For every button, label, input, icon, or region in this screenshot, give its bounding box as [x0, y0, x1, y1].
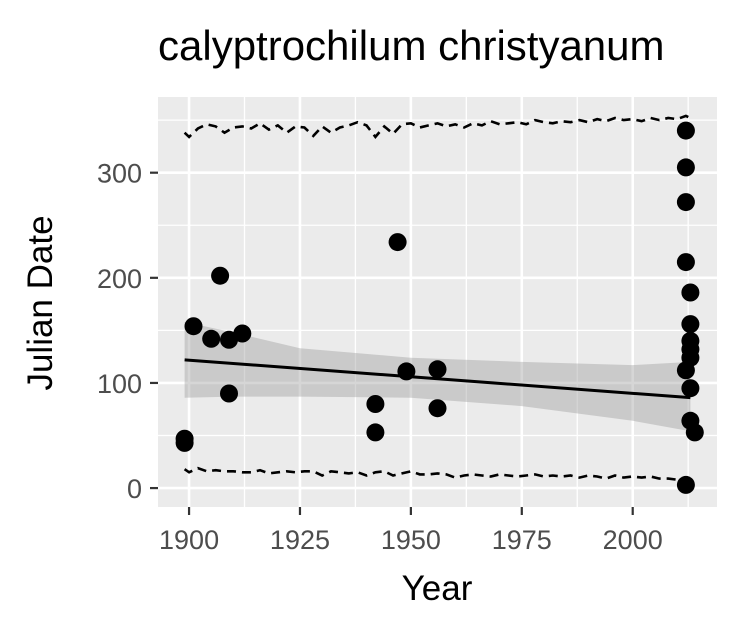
data-point [681, 379, 700, 398]
lower-bound-line [183, 466, 691, 484]
data-point [428, 360, 447, 379]
data-point [676, 121, 695, 140]
data-point [681, 283, 700, 302]
axis-tick-labels: 1900 1925 1950 1975 2000 0 100 200 300 [97, 159, 663, 555]
data-point [202, 329, 221, 348]
data-point [397, 362, 416, 381]
y-tick-label: 200 [97, 264, 142, 294]
y-tick-label: 0 [127, 474, 142, 504]
data-point [681, 315, 700, 334]
chart-title: calyptrochilum christyanum [158, 22, 665, 69]
x-tick-label: 1900 [159, 525, 219, 555]
x-tick-label: 1975 [492, 525, 552, 555]
x-axis-title: Year [402, 569, 473, 608]
data-point [676, 253, 695, 272]
data-point [388, 233, 407, 252]
trend-line [184, 358, 691, 400]
data-point [233, 324, 252, 343]
minor-gridlines [158, 97, 717, 507]
data-point [676, 475, 695, 494]
axis-ticks [150, 171, 634, 515]
data-point [366, 395, 385, 413]
plot-panel [158, 97, 717, 507]
data-point [676, 193, 695, 212]
data-point [676, 158, 695, 177]
x-tick-label: 2000 [603, 525, 663, 555]
data-point [220, 384, 238, 403]
bound-lines-layer [183, 114, 691, 484]
data-point [366, 423, 385, 442]
y-axis-title: Julian Date [21, 215, 60, 390]
y-tick-label: 100 [97, 369, 142, 399]
x-tick-label: 1925 [270, 525, 330, 555]
data-point [428, 399, 447, 418]
x-tick-label: 1950 [381, 525, 441, 555]
data-point [211, 266, 230, 285]
upper-bound-line [183, 114, 691, 139]
data-points [175, 121, 704, 494]
data-point [685, 423, 704, 442]
trend-line-layer [184, 358, 691, 400]
data-point [184, 317, 203, 336]
data-point [681, 348, 700, 367]
y-tick-label: 300 [97, 159, 142, 189]
data-point [175, 429, 194, 448]
